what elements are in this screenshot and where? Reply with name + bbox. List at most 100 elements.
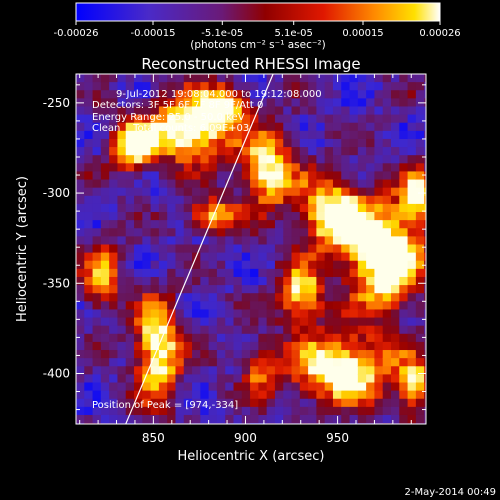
heatmap-cell: [316, 220, 326, 229]
heatmap-cell: [399, 309, 409, 319]
heatmap-cell: [424, 114, 426, 124]
heatmap-cell: [382, 341, 392, 351]
heatmap-cell: [109, 90, 119, 99]
heatmap-cell: [382, 179, 392, 189]
heatmap-cell: [341, 212, 351, 221]
heatmap-cell: [208, 130, 218, 140]
y-tick-label: -350: [43, 276, 70, 290]
heatmap-cell: [150, 98, 160, 108]
heatmap-cell: [117, 220, 127, 229]
heatmap-cell: [308, 268, 317, 278]
heatmap-cell: [158, 122, 168, 132]
heatmap-cell: [399, 171, 409, 181]
heatmap-cell: [291, 114, 301, 124]
heatmap-cell: [266, 268, 276, 278]
heatmap-cell: [299, 350, 309, 359]
heatmap-cell: [399, 333, 409, 343]
heatmap-cell: [167, 244, 177, 254]
heatmap-cell: [415, 333, 425, 343]
heatmap-cell: [233, 187, 243, 197]
heatmap-cell: [125, 252, 135, 262]
heatmap-cell: [117, 406, 127, 416]
heatmap-cell: [341, 147, 351, 156]
heatmap-cell: [291, 333, 301, 343]
heatmap-cell: [150, 163, 160, 173]
heatmap-cell: [117, 138, 127, 148]
heatmap-cell: [357, 276, 367, 286]
heatmap-cell: [424, 236, 426, 246]
heatmap-cell: [382, 406, 392, 416]
heatmap-cell: [399, 317, 409, 327]
heatmap-cell: [407, 163, 417, 173]
heatmap-cell: [142, 220, 152, 229]
heatmap-cell: [225, 406, 235, 416]
y-tick-label: -300: [43, 186, 70, 200]
heatmap-cell: [175, 325, 185, 335]
heatmap-cell: [382, 252, 392, 262]
heatmap-cell: [250, 122, 259, 132]
heatmap-cell: [324, 398, 334, 408]
heatmap-cell: [150, 260, 160, 270]
heatmap-cell: [283, 122, 293, 132]
heatmap-cell: [266, 406, 276, 416]
heatmap-cells: [76, 74, 426, 424]
heatmap-cell: [415, 244, 425, 254]
heatmap-cell: [324, 147, 334, 156]
heatmap-cell: [399, 406, 409, 416]
heatmap-cell: [266, 106, 276, 116]
heatmap-cell: [183, 228, 193, 237]
heatmap-cell: [200, 390, 210, 400]
heatmap-cell: [125, 268, 135, 278]
heatmap-cell: [283, 163, 293, 173]
heatmap-cell: [134, 414, 143, 424]
heatmap-cell: [299, 285, 309, 294]
heatmap-cell: [316, 341, 326, 351]
heatmap-cell: [407, 276, 417, 286]
heatmap-cell: [341, 74, 351, 83]
heatmap-cell: [250, 325, 259, 335]
heatmap-cell: [192, 138, 201, 148]
heatmap-cell: [291, 147, 301, 156]
heatmap-cell: [200, 406, 210, 416]
heatmap-cell: [167, 268, 177, 278]
heatmap-cell: [100, 414, 110, 424]
heatmap-cell: [241, 220, 251, 229]
heatmap-cell: [192, 98, 201, 108]
heatmap-cell: [399, 374, 409, 384]
heatmap-cell: [109, 341, 119, 351]
heatmap-cell: [117, 333, 127, 343]
y-tick-label: -400: [43, 366, 70, 380]
heatmap-cell: [391, 301, 400, 311]
heatmap-cell: [175, 414, 185, 424]
heatmap-cell: [349, 276, 359, 286]
heatmap-cell: [208, 325, 218, 335]
heatmap-cell: [308, 228, 317, 237]
heatmap-cell: [332, 212, 342, 221]
heatmap-cell: [415, 325, 425, 335]
heatmap-cell: [76, 333, 85, 343]
heatmap-cell: [200, 163, 210, 173]
heatmap-cell: [76, 285, 85, 294]
heatmap-cell: [142, 179, 152, 189]
heatmap-cell: [332, 341, 342, 351]
heatmap-cell: [274, 293, 284, 302]
heatmap-cell: [241, 285, 251, 294]
heatmap-cell: [266, 236, 276, 246]
heatmap-cell: [241, 187, 251, 197]
heatmap-cell: [349, 382, 359, 392]
heatmap-cell: [266, 382, 276, 392]
heatmap-cell: [208, 106, 218, 116]
heatmap-cell: [274, 268, 284, 278]
heatmap-cell: [407, 244, 417, 254]
heatmap-cell: [399, 106, 409, 116]
heatmap-cell: [308, 122, 317, 132]
heatmap-cell: [266, 98, 276, 108]
heatmap-cell: [142, 236, 152, 246]
heatmap-cell: [391, 260, 400, 270]
heatmap-cell: [424, 252, 426, 262]
heatmap-cell: [92, 260, 102, 270]
heatmap-cell: [258, 406, 268, 416]
heatmap-cell: [200, 358, 210, 367]
heatmap-cell: [341, 195, 351, 205]
heatmap-cell: [76, 82, 85, 91]
